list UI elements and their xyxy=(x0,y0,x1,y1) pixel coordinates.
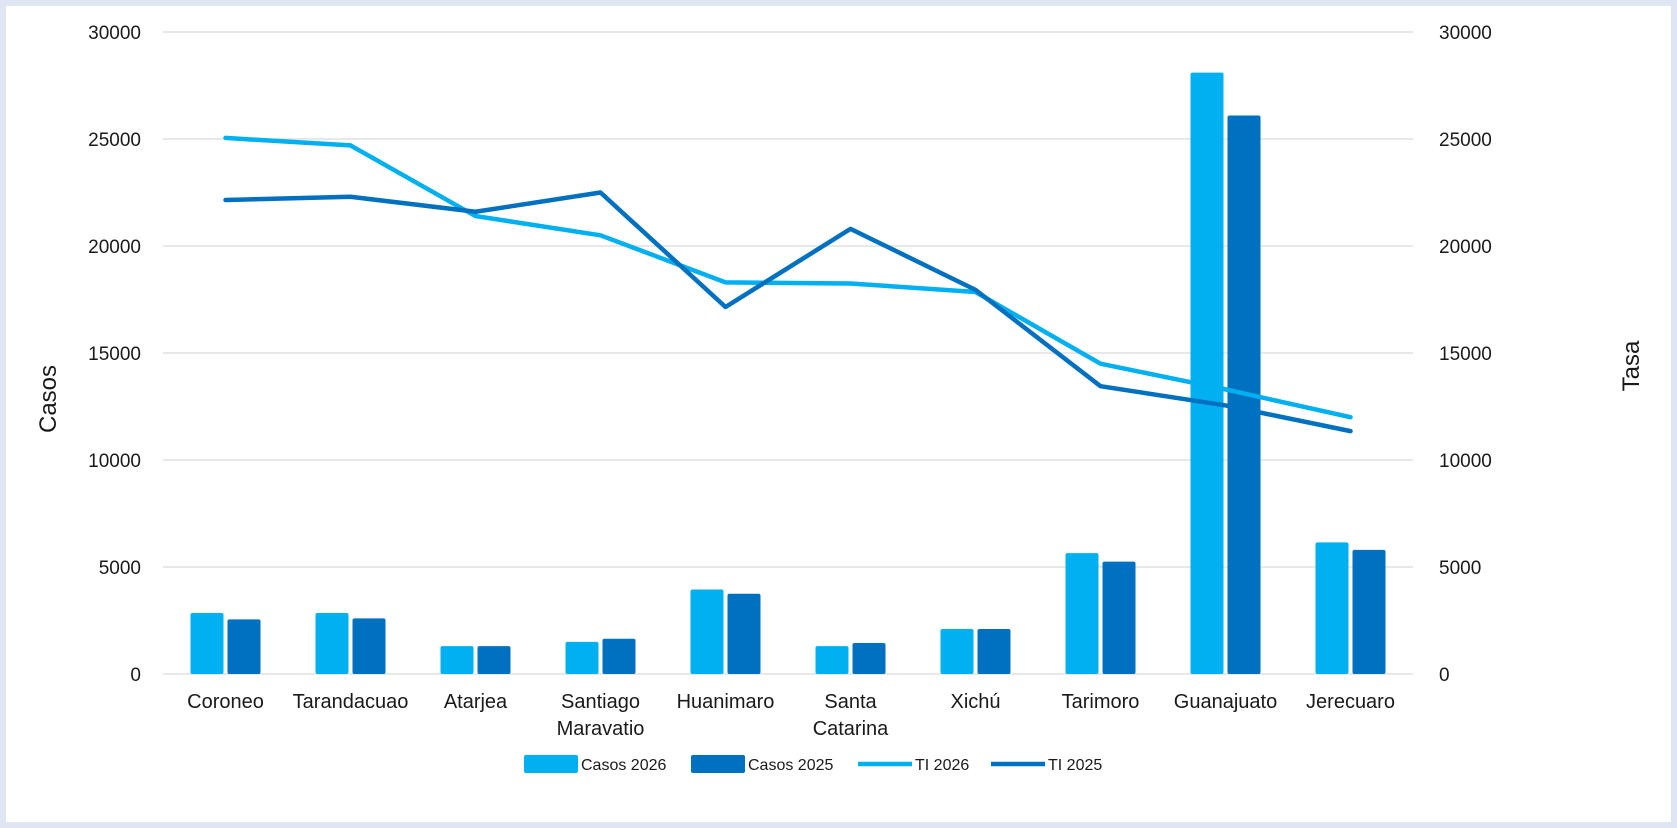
right-tick-label: 15000 xyxy=(1439,344,1492,365)
bars xyxy=(191,73,1386,674)
right-tick-label: 25000 xyxy=(1439,130,1492,151)
legend-label: TI 2026 xyxy=(915,757,969,774)
left-axis-title: Casos xyxy=(35,365,62,433)
lines xyxy=(226,138,1351,431)
bar-casos-2025 xyxy=(228,619,261,674)
bar-casos-2026 xyxy=(1316,542,1349,674)
bar-casos-2026 xyxy=(816,646,849,674)
left-tick-label: 15000 xyxy=(88,344,141,365)
right-tick-label: 5000 xyxy=(1439,558,1481,579)
bar-casos-2026 xyxy=(941,629,974,674)
legend-label: TI 2025 xyxy=(1048,757,1102,774)
bar-casos-2025 xyxy=(478,646,511,674)
right-axis-title: Tasa xyxy=(1618,340,1645,391)
combo-chart: 0 5000 10000 15000 20000 25000 30000 0 5000 1000… xyxy=(6,6,1671,822)
category-label: Tarandacuao xyxy=(293,691,409,713)
bar-casos-2026 xyxy=(1191,73,1224,674)
bar-casos-2025 xyxy=(603,639,636,674)
bar-casos-2026 xyxy=(1066,553,1099,674)
left-tick-label: 5000 xyxy=(99,558,141,579)
category-label: Atarjea xyxy=(444,691,508,713)
category-label: Maravatio xyxy=(557,718,645,740)
category-label: Santa xyxy=(824,691,877,713)
gridlines xyxy=(163,32,1413,674)
bar-casos-2026 xyxy=(441,646,474,674)
bar-casos-2025 xyxy=(978,629,1011,674)
bar-casos-2025 xyxy=(353,618,386,674)
left-tick-label: 25000 xyxy=(88,130,141,151)
bar-casos-2026 xyxy=(691,589,724,674)
category-label: Tarimoro xyxy=(1062,691,1140,713)
legend: Casos 2026 Casos 2025 TI 2026 TI 2025 xyxy=(524,755,1102,774)
left-tick-label: 30000 xyxy=(88,23,141,44)
bar-casos-2025 xyxy=(1353,550,1386,674)
left-tick-label: 0 xyxy=(130,665,141,686)
legend-swatch xyxy=(524,755,578,773)
bar-casos-2026 xyxy=(566,642,599,674)
left-axis-ticks: 0 5000 10000 15000 20000 25000 30000 xyxy=(88,23,141,686)
bar-casos-2026 xyxy=(191,613,224,674)
legend-label: Casos 2025 xyxy=(748,757,833,774)
bar-casos-2025 xyxy=(853,643,886,674)
category-label: Jerecuaro xyxy=(1306,691,1395,713)
left-tick-label: 10000 xyxy=(88,451,141,472)
bar-casos-2026 xyxy=(316,613,349,674)
line-ti-2026 xyxy=(226,138,1351,417)
category-label: Huanimaro xyxy=(677,691,775,713)
right-axis-ticks: 0 5000 10000 15000 20000 25000 30000 xyxy=(1439,23,1492,686)
left-tick-label: 20000 xyxy=(88,237,141,258)
category-label: Santiago xyxy=(561,691,640,713)
chart-frame: 0 5000 10000 15000 20000 25000 30000 0 5000 1000… xyxy=(6,6,1671,822)
bar-casos-2025 xyxy=(728,594,761,674)
category-label: Xichú xyxy=(950,691,1000,713)
right-tick-label: 0 xyxy=(1439,665,1450,686)
legend-label: Casos 2026 xyxy=(581,757,666,774)
legend-swatch xyxy=(691,755,745,773)
category-labels: Coroneo Tarandacuao Atarjea Santiago Maravat… xyxy=(187,691,1395,740)
bar-casos-2025 xyxy=(1103,562,1136,674)
line-ti-2025 xyxy=(226,193,1351,432)
right-tick-label: 20000 xyxy=(1439,237,1492,258)
right-tick-label: 10000 xyxy=(1439,451,1492,472)
category-label: Coroneo xyxy=(187,691,264,713)
category-label: Guanajuato xyxy=(1174,691,1277,713)
right-tick-label: 30000 xyxy=(1439,23,1492,44)
category-label: Catarina xyxy=(813,718,889,740)
